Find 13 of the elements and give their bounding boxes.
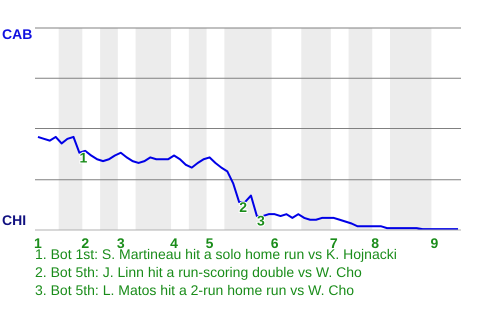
text: CAB	[2, 26, 32, 42]
annotation: 3	[256, 212, 265, 229]
x-tick-label: 2	[81, 234, 90, 251]
x-tick-label: 8	[371, 234, 380, 251]
x-tick-label: 6	[270, 234, 279, 251]
x-tick-label: 5	[206, 234, 214, 251]
annotation: 1	[79, 149, 88, 166]
annotation: 2	[239, 198, 248, 215]
text: 3. Bot 5th: L. Matos hit a 2-run home run vs W. Cho	[35, 281, 356, 299]
text: 2. Bot 5th: J. Linn hit a run-scoring double vs W. Cho	[35, 263, 363, 281]
text: CHI	[2, 212, 26, 228]
x-tick-label: 4	[170, 234, 178, 251]
x-tick-label: 9	[430, 234, 438, 251]
